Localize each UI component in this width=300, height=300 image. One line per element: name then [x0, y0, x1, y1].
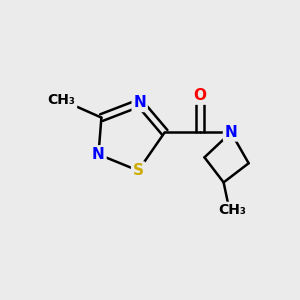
Text: N: N — [133, 95, 146, 110]
Text: N: N — [92, 147, 105, 162]
Text: N: N — [225, 125, 237, 140]
Text: CH₃: CH₃ — [48, 93, 76, 107]
Text: O: O — [194, 88, 207, 103]
Text: CH₃: CH₃ — [218, 203, 246, 218]
Text: S: S — [133, 163, 144, 178]
